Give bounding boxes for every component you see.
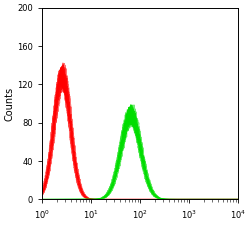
Y-axis label: Counts: Counts: [4, 86, 14, 121]
